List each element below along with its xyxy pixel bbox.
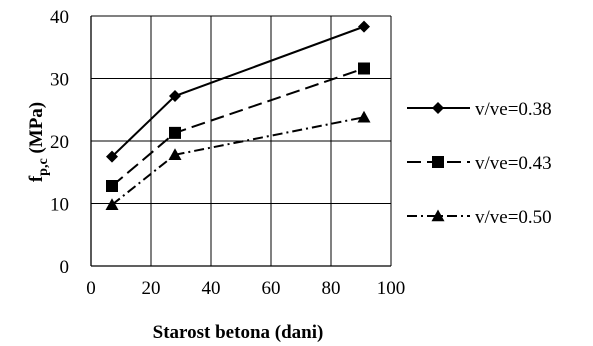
y-tick-label: 0 <box>60 257 70 278</box>
axes <box>90 16 391 267</box>
x-tick-label: 80 <box>322 278 341 299</box>
data-point <box>106 150 118 163</box>
series-line-3 <box>111 116 365 206</box>
legend-label-1: v/ve=0.38 <box>475 99 552 120</box>
x-tick-label: 20 <box>142 278 161 299</box>
x-tick-label: 100 <box>377 278 406 299</box>
legend: v/ve=0.38 v/ve=0.43 v/ve=0.50 <box>407 99 552 228</box>
x-tick-label: 0 <box>86 278 96 299</box>
y-axis-title: fp,c (MPa) <box>26 102 51 182</box>
legend-marker-3 <box>431 209 445 222</box>
series-group <box>105 20 371 210</box>
data-point <box>105 198 119 210</box>
x-tick-label: 40 <box>202 278 221 299</box>
series-line-1 <box>111 25 365 158</box>
y-axis-title-sub: p,c <box>36 158 51 176</box>
x-tick-label: 60 <box>262 278 281 299</box>
legend-marker-1 <box>432 102 444 114</box>
x-axis-title: Starost betona (dani) <box>153 322 324 343</box>
series-line-2 <box>111 67 365 187</box>
legend-marker-2 <box>432 156 444 168</box>
data-point <box>106 180 118 192</box>
y-tick-label: 20 <box>50 132 69 153</box>
y-tick-label: 30 <box>50 70 69 91</box>
data-point <box>168 148 182 160</box>
y-tick-label: 40 <box>50 7 69 28</box>
data-point <box>358 20 370 33</box>
tick-labels: 0 20 40 60 80 100 0 10 20 30 40 <box>50 7 405 299</box>
y-axis-title-unit: (MPa) <box>26 102 47 158</box>
legend-label-2: v/ve=0.43 <box>475 153 552 174</box>
legend-label-3: v/ve=0.50 <box>475 207 552 228</box>
data-point <box>358 62 370 75</box>
data-point <box>357 110 371 123</box>
data-point <box>169 126 181 139</box>
y-axis-title-main: f <box>26 175 47 182</box>
data-point <box>169 90 181 102</box>
y-tick-label: 10 <box>50 195 69 216</box>
